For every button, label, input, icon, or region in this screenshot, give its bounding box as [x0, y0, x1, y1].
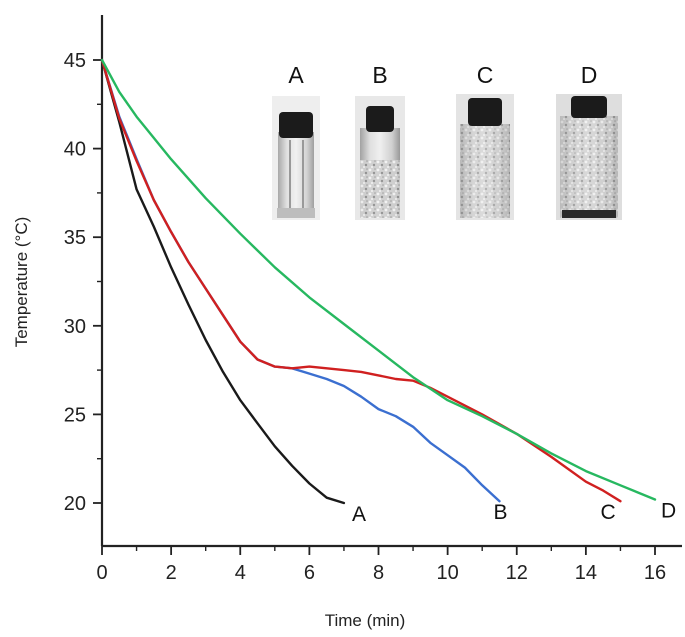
x-tick-label: 6 [304, 562, 315, 584]
inset-label-c: C [477, 62, 494, 88]
tick-marks [93, 59, 656, 555]
y-tick-label: 40 [64, 139, 86, 161]
vial-photo-c [456, 94, 514, 220]
curve-label-c: C [600, 501, 615, 524]
vial-photo-a [272, 96, 320, 220]
curve-label-a: A [352, 503, 366, 526]
x-tick-label: 16 [644, 562, 666, 584]
y-tick-label: 30 [64, 316, 86, 338]
inset-photos [272, 94, 622, 220]
curve-label-d: D [661, 499, 676, 522]
x-tick-label: 12 [506, 562, 528, 584]
inset-labels: A B C D [288, 62, 597, 88]
curve-labels: A B C D [352, 499, 676, 526]
y-tick-label: 45 [64, 50, 86, 72]
x-tick-label: 2 [166, 562, 177, 584]
x-tick-label: 0 [96, 562, 107, 584]
y-tick-label: 20 [64, 493, 86, 515]
tick-labels: 0 2 4 6 8 10 12 14 16 20 25 30 35 40 45 [64, 50, 666, 584]
series-lines [100, 58, 657, 505]
curve-label-b: B [493, 501, 507, 524]
x-tick-label: 14 [575, 562, 597, 584]
vial-photo-b [355, 96, 405, 220]
vial-photo-d [556, 94, 622, 220]
x-tick-label: 4 [235, 562, 246, 584]
series-line-a [100, 58, 346, 505]
series-line-d [100, 58, 657, 501]
y-axis-title: Temperature (°C) [12, 217, 31, 348]
x-axis-title: Time (min) [325, 611, 406, 630]
y-tick-label: 35 [64, 227, 86, 249]
y-tick-label: 25 [64, 404, 86, 426]
inset-label-a: A [288, 62, 304, 88]
inset-label-b: B [372, 62, 387, 88]
x-tick-label: 8 [373, 562, 384, 584]
inset-label-d: D [581, 62, 598, 88]
x-tick-label: 10 [437, 562, 459, 584]
